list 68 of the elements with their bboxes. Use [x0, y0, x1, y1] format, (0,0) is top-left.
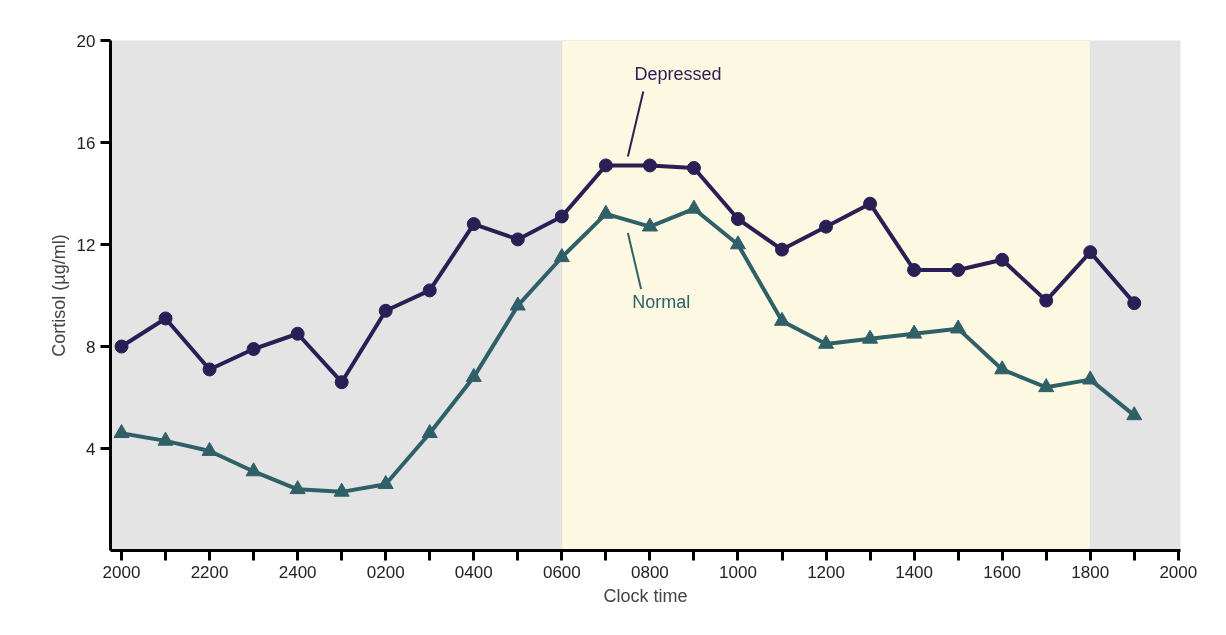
point: [201, 441, 218, 456]
point: [1082, 370, 1099, 385]
x-tick-label: 0600: [542, 562, 581, 582]
point: [906, 324, 923, 339]
point: [642, 158, 657, 173]
text: Depressed: [634, 63, 722, 84]
x-tick-label: 1600: [983, 562, 1022, 582]
point: [246, 342, 261, 357]
x-tick-label: 2000: [102, 562, 141, 582]
point: [774, 311, 790, 326]
point: [289, 480, 306, 495]
point: [907, 263, 922, 277]
point: [1127, 296, 1142, 311]
x-tick-label: 2400: [278, 562, 317, 582]
point: [422, 283, 437, 298]
y-tick-label: 12: [76, 235, 96, 255]
x-tick-label: 2200: [190, 562, 229, 582]
point: [554, 209, 569, 224]
point: [863, 196, 878, 211]
point: [113, 424, 130, 439]
point: [730, 212, 745, 226]
point: [245, 462, 262, 477]
point: [158, 311, 173, 326]
point: [598, 158, 613, 173]
point: [114, 339, 129, 354]
y-tick-label: 8: [86, 337, 96, 357]
point: [1126, 406, 1143, 421]
x-tick-label: 0800: [630, 562, 669, 582]
x-tick-label: 0400: [454, 562, 493, 582]
point: [509, 296, 526, 311]
x-tick-label: 1800: [1071, 562, 1110, 582]
x-tick-label: 1000: [719, 562, 757, 582]
point: [641, 217, 658, 232]
x-tick-label: 0200: [366, 562, 405, 582]
point: [994, 360, 1011, 375]
x-tick-label: 2000: [1159, 562, 1198, 582]
y-tick-label: 4: [86, 439, 96, 459]
point: [157, 431, 174, 446]
point: [1083, 245, 1098, 260]
point: [729, 235, 746, 250]
y-axis-title: Cortisol (µg/ml): [48, 234, 69, 357]
point: [421, 424, 438, 439]
y-tick-label: 20: [76, 31, 96, 51]
point: [377, 475, 394, 490]
point: [202, 362, 217, 377]
point: [1038, 378, 1055, 393]
point: [553, 248, 570, 263]
point: [378, 303, 393, 318]
x-tick-label: 1400: [895, 562, 934, 582]
point: [818, 334, 835, 349]
point: [819, 219, 834, 234]
point: [950, 319, 967, 334]
point: [334, 375, 349, 390]
x-axis-title: Clock time: [603, 585, 688, 606]
point: [510, 232, 525, 247]
text: Normal: [632, 291, 691, 312]
point: [775, 242, 789, 257]
point: [995, 252, 1010, 267]
point: [333, 482, 350, 497]
point: [465, 367, 482, 382]
point: [862, 329, 879, 344]
point: [951, 263, 966, 277]
y-tick-label: 16: [76, 133, 96, 153]
x-tick-label: 1200: [807, 562, 845, 582]
point: [466, 217, 481, 232]
point: [290, 326, 305, 341]
point: [1039, 293, 1054, 308]
point: [686, 161, 701, 175]
